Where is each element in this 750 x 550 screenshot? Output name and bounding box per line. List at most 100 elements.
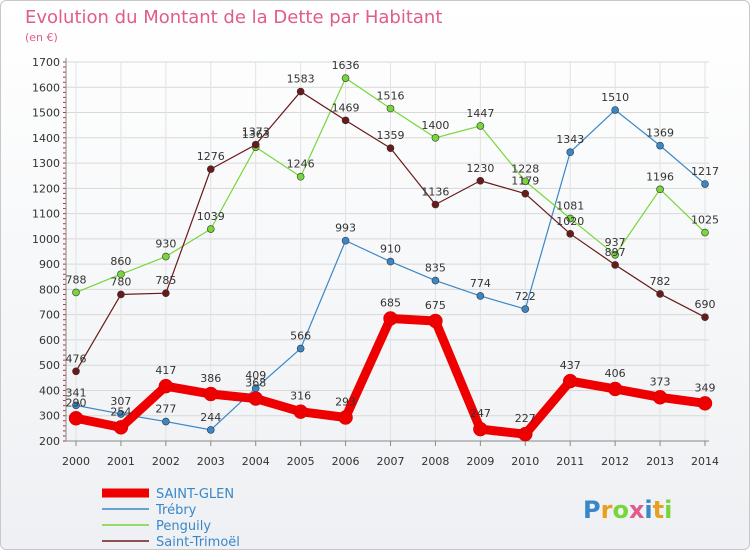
- data-point: [341, 236, 350, 245]
- data-label: 566: [290, 330, 311, 343]
- data-point: [117, 290, 125, 299]
- data-point: [383, 311, 398, 326]
- data-label: 368: [245, 377, 266, 390]
- data-label: 373: [650, 375, 671, 388]
- chart-title: Evolution du Montant de la Dette par Hab…: [25, 7, 442, 28]
- data-point: [518, 426, 533, 442]
- x-tick-label: 2005: [287, 455, 315, 468]
- data-point: [607, 381, 623, 397]
- data-label: 774: [470, 277, 491, 290]
- y-tick-label: 1400: [32, 132, 60, 145]
- data-label: 1583: [287, 73, 315, 86]
- logo-letter: i: [664, 496, 672, 524]
- data-point: [386, 104, 395, 113]
- data-label: 1020: [556, 215, 584, 228]
- logo-letter: t: [653, 496, 664, 524]
- grid: [66, 61, 709, 442]
- x-tick-label: 2013: [646, 455, 674, 468]
- x-tick-label: 2004: [242, 455, 270, 468]
- data-point: [293, 404, 308, 419]
- data-point: [521, 189, 530, 198]
- data-label: 1276: [197, 150, 225, 163]
- x-tick-label: 2009: [466, 455, 494, 468]
- data-label: 1373: [242, 126, 270, 139]
- data-label: 1217: [691, 165, 719, 178]
- data-label: 476: [66, 352, 87, 365]
- data-label: 910: [380, 243, 401, 256]
- data-point: [72, 401, 80, 410]
- data-point: [611, 261, 619, 269]
- y-tick-label: 900: [39, 258, 60, 271]
- data-point: [296, 87, 305, 96]
- data-label: 788: [66, 273, 87, 286]
- x-tick-label: 2007: [377, 455, 405, 468]
- x-tick-label: 2014: [691, 455, 719, 468]
- logo-letter: r: [601, 496, 613, 524]
- data-point: [248, 391, 263, 406]
- data-label: 1230: [466, 162, 494, 175]
- data-point: [386, 144, 395, 152]
- data-point: [72, 288, 80, 297]
- data-label: 785: [155, 274, 176, 287]
- data-point: [562, 373, 578, 389]
- y-tick-label: 800: [39, 283, 60, 296]
- data-label: 690: [695, 298, 716, 311]
- data-label: 409: [245, 369, 266, 382]
- y-tick-label: 600: [39, 334, 60, 347]
- data-label: 1136: [421, 186, 449, 199]
- y-tick-label: 1300: [32, 157, 60, 170]
- data-label: 417: [155, 364, 176, 377]
- data-point: [162, 252, 170, 261]
- data-label: 293: [335, 396, 356, 409]
- data-point: [652, 390, 668, 405]
- data-point: [521, 177, 530, 186]
- x-tick-label: 2012: [601, 455, 629, 468]
- data-point: [428, 313, 443, 329]
- x-tick-label: 2006: [332, 455, 360, 468]
- data-label: 244: [200, 411, 221, 424]
- data-point: [72, 367, 80, 376]
- y-tick-label: 400: [39, 384, 60, 397]
- data-point: [566, 148, 575, 157]
- legend-label: Trébry: [155, 503, 197, 518]
- x-tick-label: 2008: [421, 455, 449, 468]
- x-tick-label: 2011: [556, 455, 584, 468]
- data-label: 1516: [377, 89, 405, 102]
- data-label: 341: [66, 386, 87, 399]
- series-0: [68, 311, 713, 442]
- data-label: 437: [560, 359, 581, 372]
- data-label: 1228: [511, 162, 539, 175]
- x-tick-label: 2002: [152, 455, 180, 468]
- legend-label: Penguily: [156, 519, 211, 534]
- y-tick-label: 1200: [32, 182, 60, 195]
- data-point: [611, 250, 619, 259]
- data-label: 277: [155, 403, 176, 416]
- data-label: 247: [470, 407, 491, 420]
- y-tick-label: 300: [39, 410, 60, 423]
- data-label: 1039: [197, 210, 225, 223]
- y-tick-label: 1500: [32, 107, 60, 120]
- data-point: [566, 214, 575, 223]
- data-point: [206, 225, 215, 233]
- data-label: 1343: [556, 133, 584, 146]
- data-point: [341, 74, 350, 82]
- data-point: [611, 106, 619, 114]
- data-label: 782: [650, 275, 671, 288]
- data-label: 722: [515, 290, 536, 303]
- data-point: [386, 257, 395, 266]
- x-tick-label: 2010: [511, 455, 539, 468]
- data-label: 1246: [287, 158, 315, 171]
- data-label: 685: [380, 296, 401, 309]
- data-label: 349: [695, 381, 716, 394]
- data-label: 1196: [646, 170, 674, 183]
- y-tick-label: 1700: [32, 56, 60, 69]
- data-label: 1025: [691, 214, 719, 227]
- data-point: [338, 410, 353, 425]
- data-label: 937: [605, 236, 626, 249]
- data-label: 1359: [377, 129, 405, 142]
- series-3: [72, 87, 709, 376]
- data-point: [656, 290, 664, 298]
- x-tick-label: 2000: [62, 455, 90, 468]
